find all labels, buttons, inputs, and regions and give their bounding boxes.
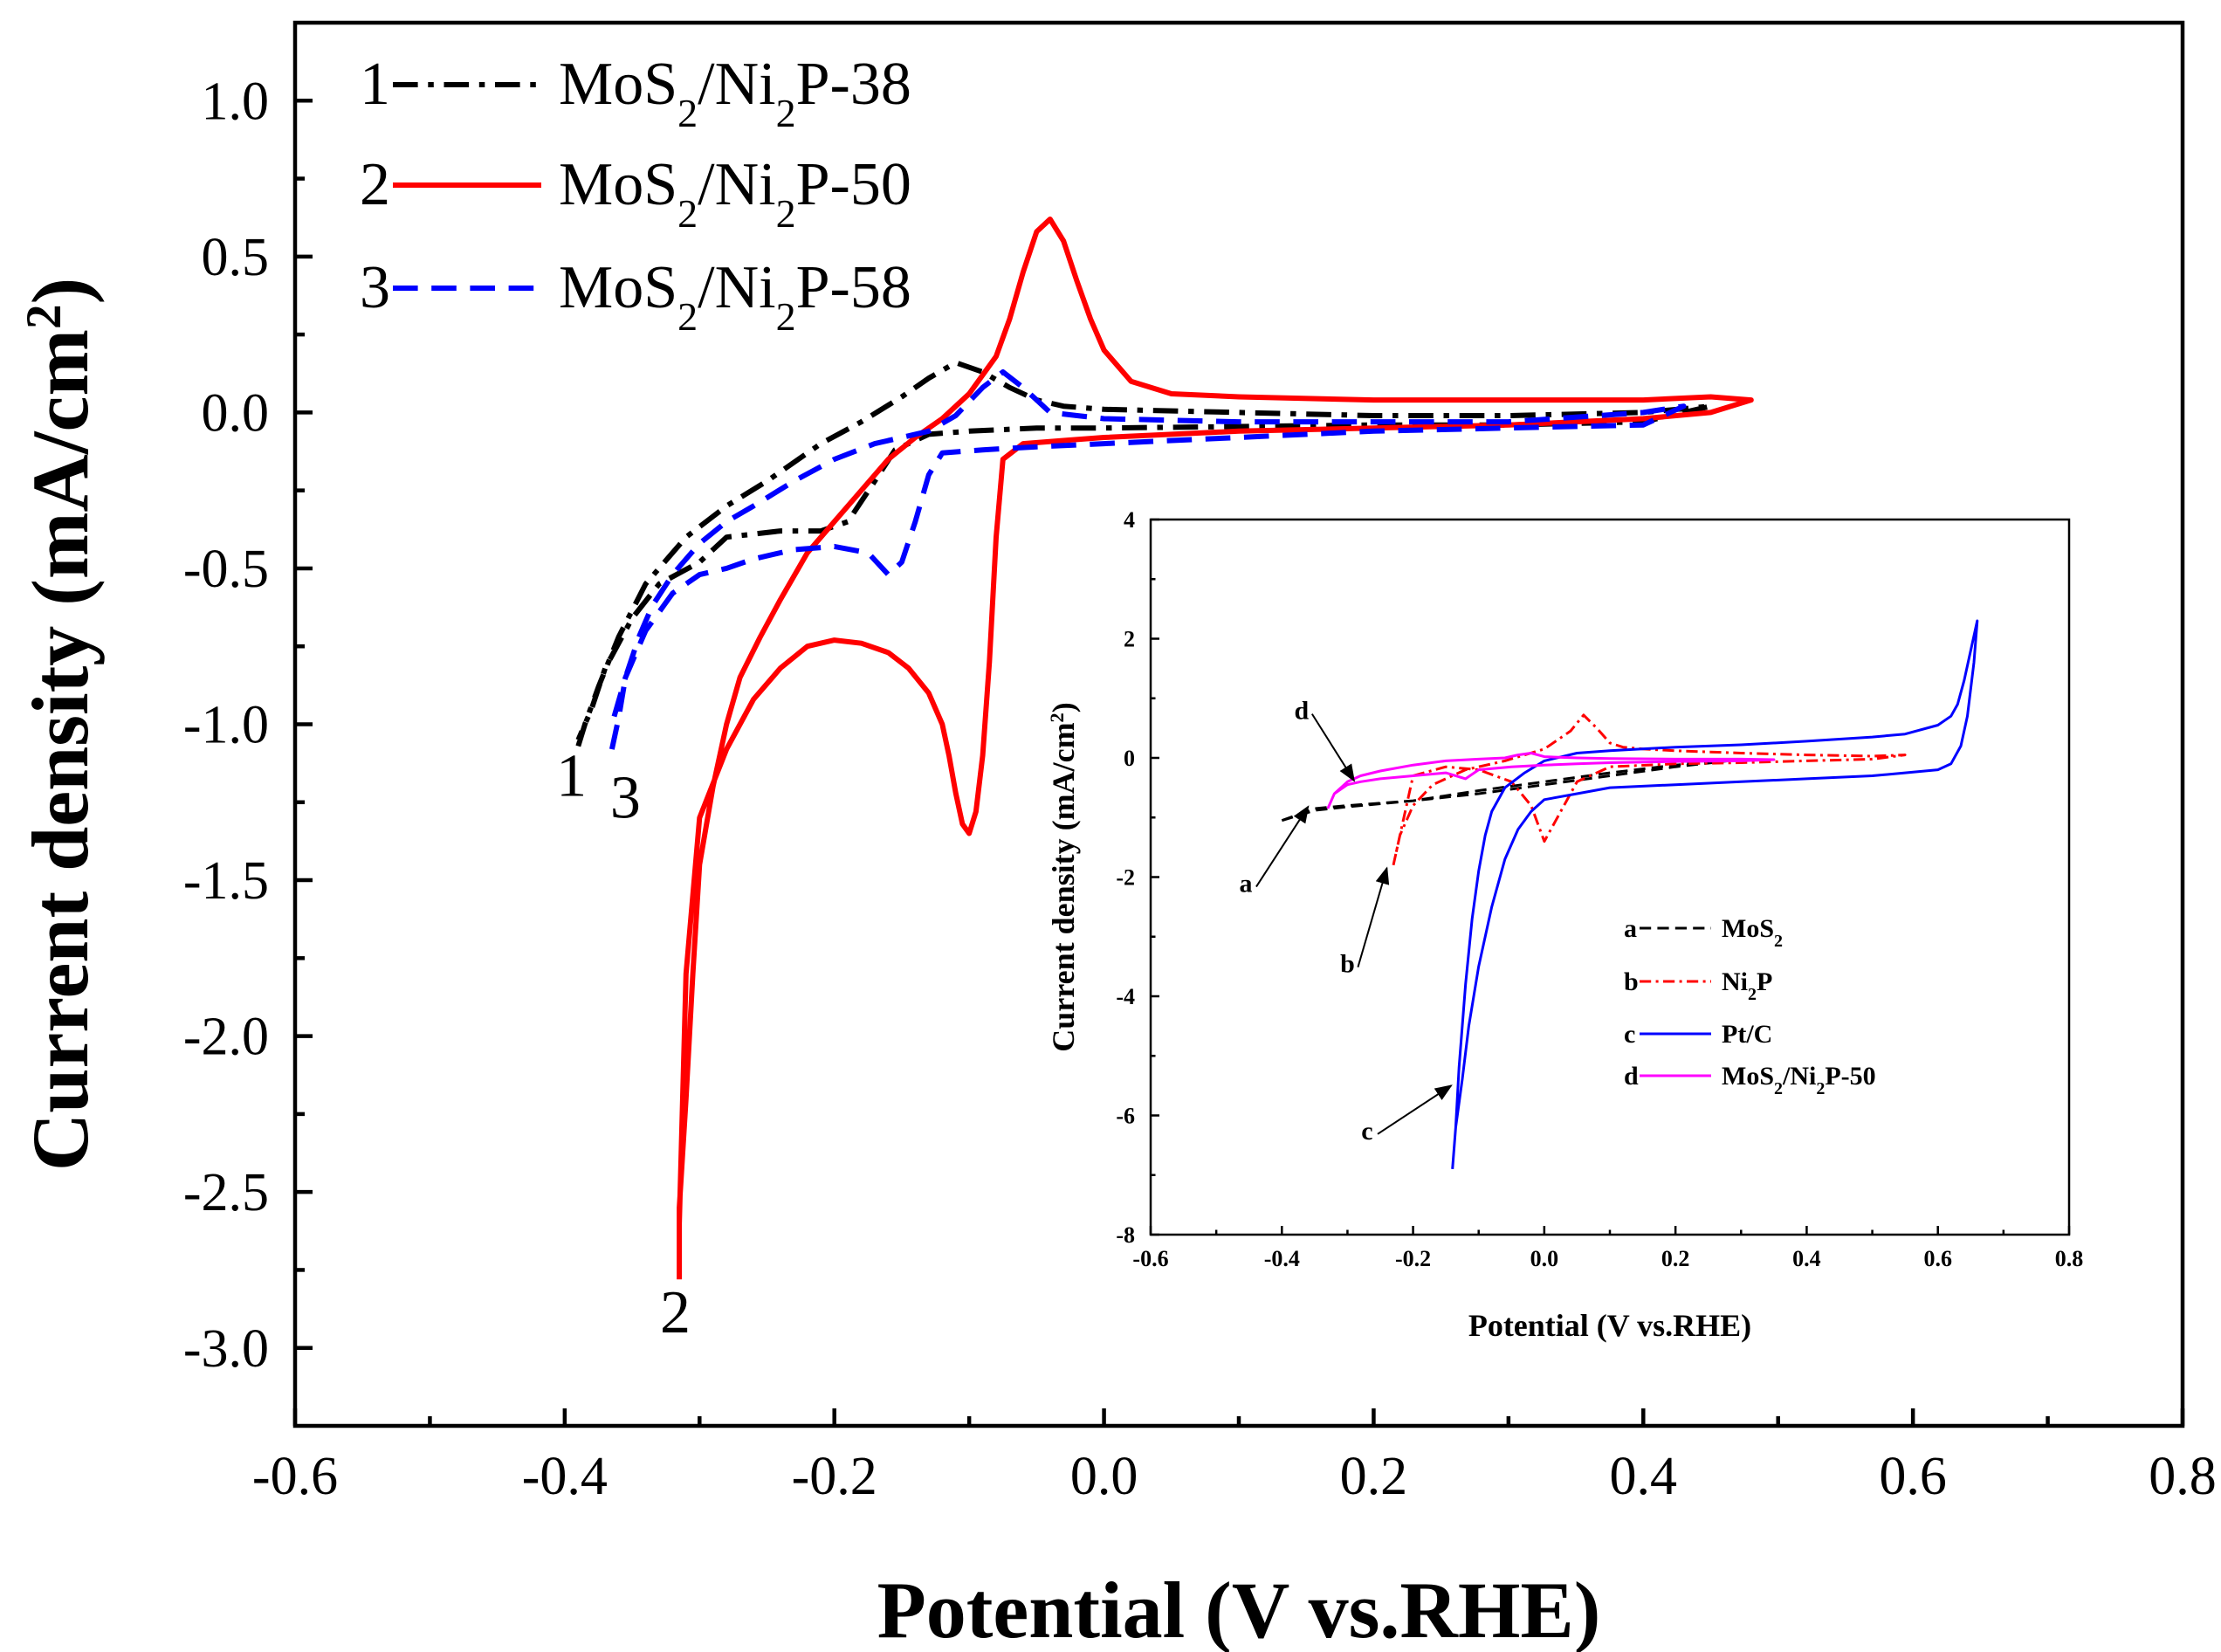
legend-label-2: MoS2/Ni2P-50 <box>559 151 911 236</box>
inset-curve-label-a: a <box>1239 870 1252 898</box>
series-c-line <box>1451 619 1979 1170</box>
y-tick-label: 2 <box>1124 626 1135 651</box>
y-tick-label: 1.0 <box>202 72 270 131</box>
y-axis-title: Current density (mA/cm2) <box>1046 702 1082 1051</box>
x-tick-label: 0.2 <box>1661 1246 1690 1271</box>
y-tick-label: -3.0 <box>183 1319 269 1379</box>
inset-legend-letter-b: b <box>1624 967 1639 996</box>
inset-legend-label-a: MoS2 <box>1722 914 1783 951</box>
legend-number-2: 2 <box>360 151 390 218</box>
x-tick-label: -0.4 <box>522 1447 608 1506</box>
x-axis-title: Potential (V vs.RHE) <box>877 1566 1601 1652</box>
inset-arrow-d <box>1310 713 1356 782</box>
y-tick-label: 0.5 <box>202 228 270 287</box>
inset-legend-letter-a: a <box>1624 914 1637 943</box>
x-tick-label: -0.2 <box>1395 1246 1431 1271</box>
curve-label-2: 2 <box>660 1279 691 1346</box>
x-tick-label: 0.0 <box>1530 1246 1559 1271</box>
x-axis-title: Potential (V vs.RHE) <box>1468 1308 1751 1343</box>
series-1-line <box>575 360 1714 747</box>
inset-legend-label-b: Ni2P <box>1722 967 1772 1004</box>
y-tick-label: -1.0 <box>183 696 269 755</box>
y-tick-label: -4 <box>1116 984 1135 1009</box>
y-tick-label: -6 <box>1116 1103 1135 1128</box>
inset-arrow-b <box>1357 866 1390 967</box>
inset-legend-label-c: Pt/C <box>1722 1020 1772 1049</box>
inset-arrow-c <box>1377 1084 1453 1135</box>
y-tick-label: -1.5 <box>183 851 269 911</box>
main-chart: -0.6 -0.4 -0.2 0.0 0.2 0.4 0.6 0.8 1.0 0.5 0.0 -0.5… <box>16 20 2217 1652</box>
y-tick-label: 4 <box>1124 507 1135 533</box>
y-tick-label: -8 <box>1116 1222 1135 1248</box>
legend-number-3: 3 <box>360 254 390 321</box>
series-3-line <box>609 369 1687 750</box>
x-tick-label: -0.6 <box>1132 1246 1168 1271</box>
x-tick-label: -0.2 <box>792 1447 877 1506</box>
inset-legend-letter-d: d <box>1624 1062 1639 1091</box>
y-axis-title: Current density (mA/cm2) <box>16 278 105 1171</box>
legend-label-1: MoS2/Ni2P-38 <box>559 51 911 135</box>
x-tick-label: 0.4 <box>1792 1246 1821 1271</box>
legend-label-3: MoS2/Ni2P-58 <box>559 254 911 339</box>
inset-legend-label-d: MoS2/Ni2P-50 <box>1722 1062 1876 1098</box>
x-tick-label: 0.6 <box>1923 1246 1952 1271</box>
x-tick-label: -0.6 <box>252 1447 338 1506</box>
inset-legend-letter-c: c <box>1624 1020 1635 1049</box>
series-b-line <box>1392 713 1907 866</box>
y-tick-label: -2 <box>1116 864 1135 890</box>
x-tick-label: 0.4 <box>1610 1447 1678 1506</box>
legend-number-1: 1 <box>360 51 390 118</box>
y-tick-label: -2.5 <box>183 1163 269 1222</box>
inset-arrow-a <box>1255 805 1310 888</box>
x-tick-label: 0.8 <box>2149 1447 2217 1506</box>
x-tick-label: -0.4 <box>1264 1246 1300 1271</box>
y-tick-label: 0 <box>1124 746 1135 771</box>
curve-label-3: 3 <box>610 765 641 832</box>
curve-label-1: 1 <box>556 743 587 810</box>
inset-curve-label-d: d <box>1294 697 1309 726</box>
y-tick-label: -0.5 <box>183 540 269 599</box>
y-tick-label: 0.0 <box>202 383 270 443</box>
inset-chart: -0.6 -0.4 -0.2 0.0 0.2 0.4 0.6 0.8 4 2 0 -2 -4 -6 -8 Po… <box>1046 507 2084 1343</box>
y-tick-label: -2.0 <box>183 1008 269 1067</box>
series-a-line <box>1281 759 1729 823</box>
plot-frame <box>1149 518 2071 1236</box>
x-tick-label: 0.2 <box>1340 1447 1408 1506</box>
x-tick-label: 0.8 <box>2055 1246 2084 1271</box>
plot-frame <box>292 20 2185 1428</box>
inset-curve-label-c: c <box>1361 1117 1372 1146</box>
series-d-line <box>1326 752 1776 809</box>
series-2-line <box>677 217 1754 1280</box>
inset-curve-label-b: b <box>1340 950 1355 979</box>
x-tick-label: 0.0 <box>1070 1447 1138 1506</box>
x-tick-label: 0.6 <box>1879 1447 1947 1506</box>
